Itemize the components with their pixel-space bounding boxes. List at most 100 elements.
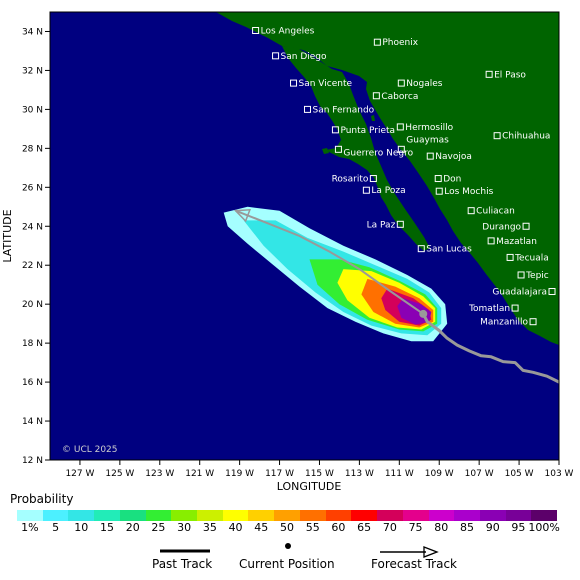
scale-cell: [480, 510, 506, 521]
lon-tick-label: 105 W: [505, 469, 534, 479]
scale-cell: [248, 510, 274, 521]
scale-label: 35: [203, 521, 217, 534]
city-label: Los Angeles: [261, 27, 315, 37]
lon-tick-label: 107 W: [465, 469, 494, 479]
city-label: Phoenix: [382, 38, 418, 48]
city-label: Los Mochis: [444, 187, 493, 197]
scale-cell: [17, 510, 43, 521]
scale-cell: [403, 510, 429, 521]
city-label: Culiacan: [476, 207, 515, 217]
scale-cell: [94, 510, 120, 521]
scale-label: 85: [460, 521, 474, 534]
scale-cell: [197, 510, 223, 521]
city-label: Guaymas: [406, 135, 449, 145]
scale-cell: [351, 510, 377, 521]
lon-tick-label: 121 W: [185, 469, 214, 479]
scale-label: 65: [357, 521, 371, 534]
storm-probability-map: Los Angeles Phoenix San Diego El Paso San Vi…: [0, 0, 580, 492]
scale-label: 50: [280, 521, 294, 534]
scale-label: 45: [254, 521, 268, 534]
current-position-key-dot: [283, 541, 293, 551]
city-label: Caborca: [381, 92, 418, 102]
scale-cell: [146, 510, 172, 521]
scale-label: 20: [126, 521, 140, 534]
scale-label: 10: [74, 521, 88, 534]
lon-tick-label: 103 W: [545, 469, 574, 479]
lat-tick-label: 26 N: [22, 183, 43, 193]
scale-label: 15: [100, 521, 114, 534]
current-position-key-label: Current Position: [239, 557, 335, 571]
city-label: Tepic: [525, 271, 549, 281]
scale-cell: [506, 510, 532, 521]
scale-cell: [120, 510, 146, 521]
city-label: Chihuahua: [502, 132, 550, 142]
lon-tick-label: 115 W: [305, 469, 334, 479]
city-label: Nogales: [406, 79, 443, 89]
scale-cell: [223, 510, 249, 521]
city-label: Durango: [482, 222, 521, 232]
lon-tick-label: 123 W: [145, 469, 174, 479]
lon-tick-label: 125 W: [105, 469, 134, 479]
city-label: Guerrero Negro: [343, 148, 413, 158]
lon-tick-label: 117 W: [265, 469, 294, 479]
lon-tick-label: 119 W: [225, 469, 254, 479]
scale-cell: [68, 510, 94, 521]
x-axis-title: LONGITUDE: [277, 480, 342, 492]
scale-label: 60: [331, 521, 345, 534]
scale-cell: [377, 510, 403, 521]
city-label: Manzanillo: [480, 318, 528, 328]
forecast-track-key-label: Forecast Track: [371, 557, 457, 571]
scale-cell: [300, 510, 326, 521]
lat-tick-label: 28 N: [22, 144, 43, 154]
scale-label: 75: [409, 521, 423, 534]
scale-cell: [531, 510, 557, 521]
lat-tick-label: 24 N: [22, 222, 43, 232]
city-label: Tomatlan: [468, 304, 510, 314]
lon-tick-label: 113 W: [345, 469, 374, 479]
lat-tick-label: 30 N: [22, 105, 43, 115]
city-label: Mazatlan: [496, 237, 537, 247]
probability-scale-labels: 1% 5 10 15 20 25 30 35 40 45 50 55 60 65 70 75 80 85 90 95 1…: [0, 521, 580, 535]
lat-tick-label: 18 N: [22, 339, 43, 349]
lon-tick-label: 111 W: [385, 469, 414, 479]
current-position-marker: [419, 310, 427, 318]
scale-cell: [43, 510, 69, 521]
city-label: Punta Prieta: [340, 126, 395, 136]
lat-tick-label: 14 N: [22, 417, 43, 427]
lat-tick-label: 22 N: [22, 261, 43, 271]
scale-cell: [454, 510, 480, 521]
city-label: San Diego: [281, 52, 327, 62]
probability-legend-title: Probability: [10, 492, 73, 506]
scale-label: 25: [151, 521, 165, 534]
city-label: Navojoa: [435, 152, 472, 162]
scale-label: 30: [177, 521, 191, 534]
city-label: San Vicente: [299, 79, 353, 89]
scale-label: 90: [486, 521, 500, 534]
scale-label: 80: [434, 521, 448, 534]
probability-color-scale: [17, 510, 557, 521]
city-label: Rosarito: [332, 175, 369, 185]
city-label: Hermosillo: [405, 123, 453, 133]
lon-tick-label: 109 W: [425, 469, 454, 479]
city-label: El Paso: [494, 70, 526, 80]
scale-label: 1%: [21, 521, 38, 534]
lat-tick-label: 32 N: [22, 66, 43, 76]
scale-label: 5: [52, 521, 59, 534]
city-label: La Paz: [367, 220, 396, 230]
city-label: La Poza: [371, 186, 405, 196]
scale-cell: [274, 510, 300, 521]
y-axis-title: LATITUDE: [1, 209, 14, 262]
lat-tick-label: 20 N: [22, 300, 43, 310]
scale-cell: [429, 510, 455, 521]
lat-tick-label: 16 N: [22, 378, 43, 388]
latitude-ticks: 34 N 32 N 30 N 28 N 26 N 24 N 22 N 20 N 18 N 16 N…: [22, 27, 50, 466]
scale-label: 55: [306, 521, 320, 534]
longitude-ticks: 127 W 125 W 123 W 121 W 119 W 117 W 115 W 113 W…: [65, 460, 573, 479]
city-label: Don: [443, 175, 461, 185]
past-track-key-line: [160, 547, 212, 555]
scale-cell: [171, 510, 197, 521]
lat-tick-label: 12 N: [22, 456, 43, 466]
lat-tick-label: 34 N: [22, 27, 43, 37]
scale-label: 100%: [528, 521, 559, 534]
city-label: San Fernando: [312, 105, 374, 115]
